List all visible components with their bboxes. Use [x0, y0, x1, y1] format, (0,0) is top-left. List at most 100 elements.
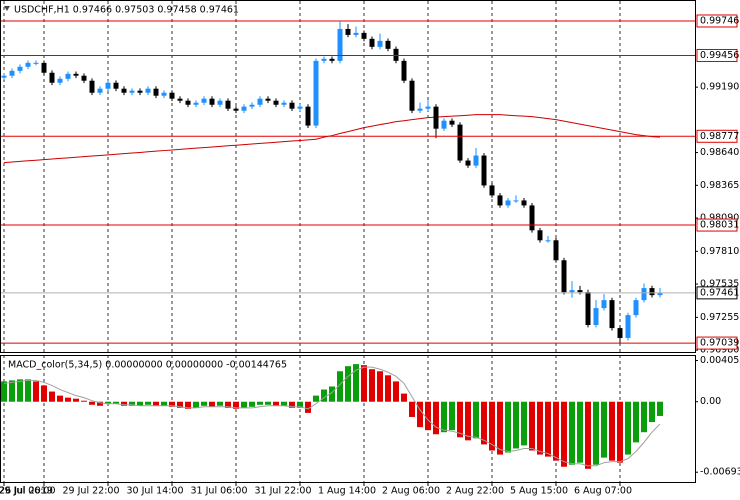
candle-body [441, 120, 447, 129]
candle-body [305, 106, 311, 126]
macd-bar [97, 401, 103, 406]
candle-body [561, 260, 567, 293]
macd-bar [345, 366, 351, 402]
macd-bar [497, 401, 503, 455]
candle-body [513, 200, 519, 202]
macd-bar [329, 386, 335, 402]
macd-bar [153, 401, 159, 406]
macd-bar [9, 380, 15, 402]
macd-bar [577, 401, 583, 463]
y-tick-label: 0.96980 [700, 345, 739, 356]
candle-body [649, 288, 655, 296]
macd-bar [249, 401, 255, 407]
candle-body [97, 88, 103, 93]
macd-bar [513, 401, 519, 449]
macd-bar [209, 401, 215, 407]
macd-bar [225, 401, 231, 408]
candle-body [425, 106, 431, 109]
candle-body [1, 75, 7, 78]
macd-bar [449, 401, 455, 431]
price-panel-frame [0, 0, 696, 353]
candle-body [25, 62, 31, 67]
candle-body [601, 300, 607, 309]
level-label-box [696, 129, 738, 143]
macd-bar [241, 401, 247, 408]
y-tick-label: 0.0040524 [700, 355, 740, 366]
candle-body [593, 308, 599, 325]
candle-body [289, 102, 295, 109]
chart-title: USDCHF,H1 0.97466 0.97503 0.97458 0.9746… [14, 5, 239, 16]
macd-bar [81, 400, 87, 402]
candle-body [129, 90, 135, 93]
candle-body [497, 195, 503, 206]
candle-body [369, 38, 375, 47]
y-tick-label: 0.00 [700, 396, 721, 407]
candle-body [617, 328, 623, 338]
moving-average-line [3, 114, 661, 164]
macd-bar [257, 401, 263, 405]
macd-bar [33, 381, 39, 402]
macd-bar [585, 401, 591, 469]
macd-bar [169, 401, 175, 407]
macd-bar [321, 389, 327, 402]
candle-body [657, 292, 663, 296]
macd-bar [489, 401, 495, 451]
candle-body [449, 120, 455, 125]
level-label-box [696, 336, 738, 350]
x-tick-label: 6 Aug 07:00 [574, 486, 632, 497]
macd-bar [385, 375, 391, 402]
signal-line [3, 366, 661, 467]
macd-bar [521, 401, 527, 446]
macd-bar [481, 401, 487, 445]
macd-bar [393, 381, 399, 402]
candle-body [641, 288, 647, 301]
macd-bar [649, 401, 655, 423]
candle-body [577, 290, 583, 293]
macd-bar [441, 401, 447, 433]
macd-bar [641, 401, 647, 433]
candle-body [361, 32, 367, 39]
candle-body [33, 62, 39, 64]
candle-body [569, 290, 575, 293]
y-tick-label: -0.006937 [700, 467, 740, 478]
macd-bar [73, 398, 79, 402]
candle-body [353, 32, 359, 35]
candle-body [417, 108, 423, 111]
macd-bar [289, 401, 295, 408]
x-tick-label: 30 Jul 14:00 [127, 486, 184, 497]
candle-body [185, 100, 191, 105]
candle-body [105, 82, 111, 89]
macd-bar [273, 401, 279, 406]
x-tick-label: 1 Aug 14:00 [318, 486, 376, 497]
level-label: 0.99456 [700, 50, 739, 61]
macd-bar [425, 401, 431, 431]
candle-body [505, 200, 511, 206]
macd-bar [417, 401, 423, 428]
macd-bar [25, 379, 31, 402]
candle-body [73, 73, 79, 76]
macd-bar [129, 401, 135, 406]
candle-body [281, 102, 287, 105]
macd-bar [161, 401, 167, 406]
macd-bar [593, 401, 599, 465]
candle-body [193, 102, 199, 105]
macd-bar [657, 401, 663, 416]
level-label: 0.97039 [700, 338, 739, 349]
candle-body [329, 58, 335, 61]
macd-bar [281, 401, 287, 406]
macd-bar [17, 379, 23, 402]
y-tick-label: 0.98365 [700, 180, 739, 191]
candle-body [81, 75, 87, 81]
candle-body [153, 88, 159, 96]
macd-bar [233, 401, 239, 409]
candle-body [121, 88, 127, 93]
candle-body [489, 185, 495, 196]
y-tick-label: 0.97255 [700, 312, 739, 323]
candle-body [409, 80, 415, 111]
macd-bar [145, 401, 151, 405]
macd-bar [89, 401, 95, 405]
candle-body [169, 92, 175, 99]
candle-body [9, 70, 15, 76]
candle-body [545, 240, 551, 242]
macd-bar [633, 401, 639, 443]
